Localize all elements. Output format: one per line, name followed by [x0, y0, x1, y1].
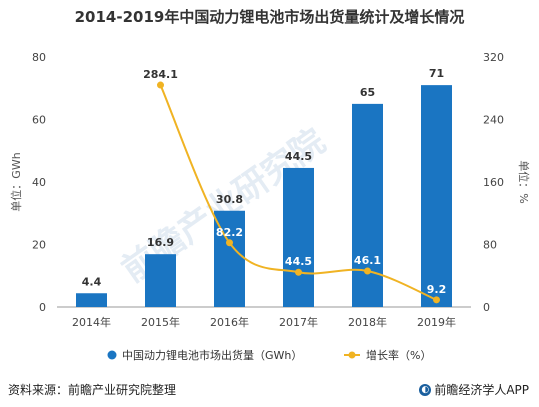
bar-value-label: 65 — [360, 86, 375, 99]
legend-bar-swatch — [107, 350, 117, 360]
x-axis-tick-label: 2015年 — [141, 315, 180, 329]
x-axis-tick-label: 2019年 — [417, 315, 456, 329]
x-axis-tick-label: 2016年 — [210, 315, 249, 329]
source-note: 资料来源：前瞻产业研究院整理 — [8, 383, 177, 397]
bar-value-label: 30.8 — [216, 193, 243, 206]
growth-rate-point — [364, 267, 371, 275]
bar-value-label: 44.5 — [285, 150, 312, 163]
bar — [283, 167, 314, 307]
brand-credit: ◐ 前瞻经济学人APP — [419, 381, 529, 398]
right-axis-tick-label: 80 — [483, 239, 497, 252]
legend-line-marker — [348, 351, 356, 359]
growth-rate-point — [157, 81, 164, 89]
growth-rate-label: 44.5 — [285, 255, 312, 268]
legend-line-label: 增长率（%） — [366, 348, 431, 362]
bar — [145, 254, 176, 307]
growth-rate-line — [159, 84, 437, 301]
brand-logo-icon: ◐ — [419, 383, 432, 396]
legend-bar-label: 中国动力锂电池市场出货量（GWh） — [122, 348, 302, 362]
bar-value-label: 16.9 — [147, 236, 174, 249]
right-axis-tick-label: 240 — [483, 114, 504, 127]
bar — [352, 103, 383, 307]
left-axis-tick-label: 0 — [39, 301, 46, 314]
growth-rate-label: 284.1 — [143, 68, 178, 81]
brand-text: 前瞻经济学人APP — [434, 383, 529, 397]
growth-rate-label: 9.2 — [427, 283, 447, 296]
left-axis-tick-label: 20 — [32, 239, 46, 252]
growth-rate-label: 82.2 — [216, 226, 243, 239]
left-axis-title: 单位：GWh — [9, 152, 23, 211]
right-axis-title: 单位：% — [517, 160, 531, 203]
x-axis-tick-label: 2017年 — [279, 315, 318, 329]
right-axis-tick-label: 160 — [483, 176, 504, 189]
bar-value-label: 71 — [429, 67, 444, 80]
bar — [76, 293, 107, 307]
growth-rate-point — [295, 268, 302, 276]
right-axis-tick-label: 320 — [483, 51, 504, 64]
x-axis-tick-label: 2018年 — [348, 315, 387, 329]
chart-title: 2014-2019年中国动力锂电池市场出货量统计及增长情况 — [74, 8, 465, 26]
x-axis-tick-label: 2014年 — [72, 315, 111, 329]
right-axis-tick-label: 0 — [483, 301, 490, 314]
growth-rate-point — [433, 296, 440, 304]
left-axis-tick-label: 60 — [32, 114, 46, 127]
left-axis-tick-label: 80 — [32, 51, 46, 64]
left-axis-tick-label: 40 — [32, 176, 46, 189]
bar — [421, 85, 452, 307]
growth-rate-label: 46.1 — [354, 254, 381, 267]
growth-rate-point — [226, 239, 233, 247]
bar-value-label: 4.4 — [82, 275, 102, 288]
